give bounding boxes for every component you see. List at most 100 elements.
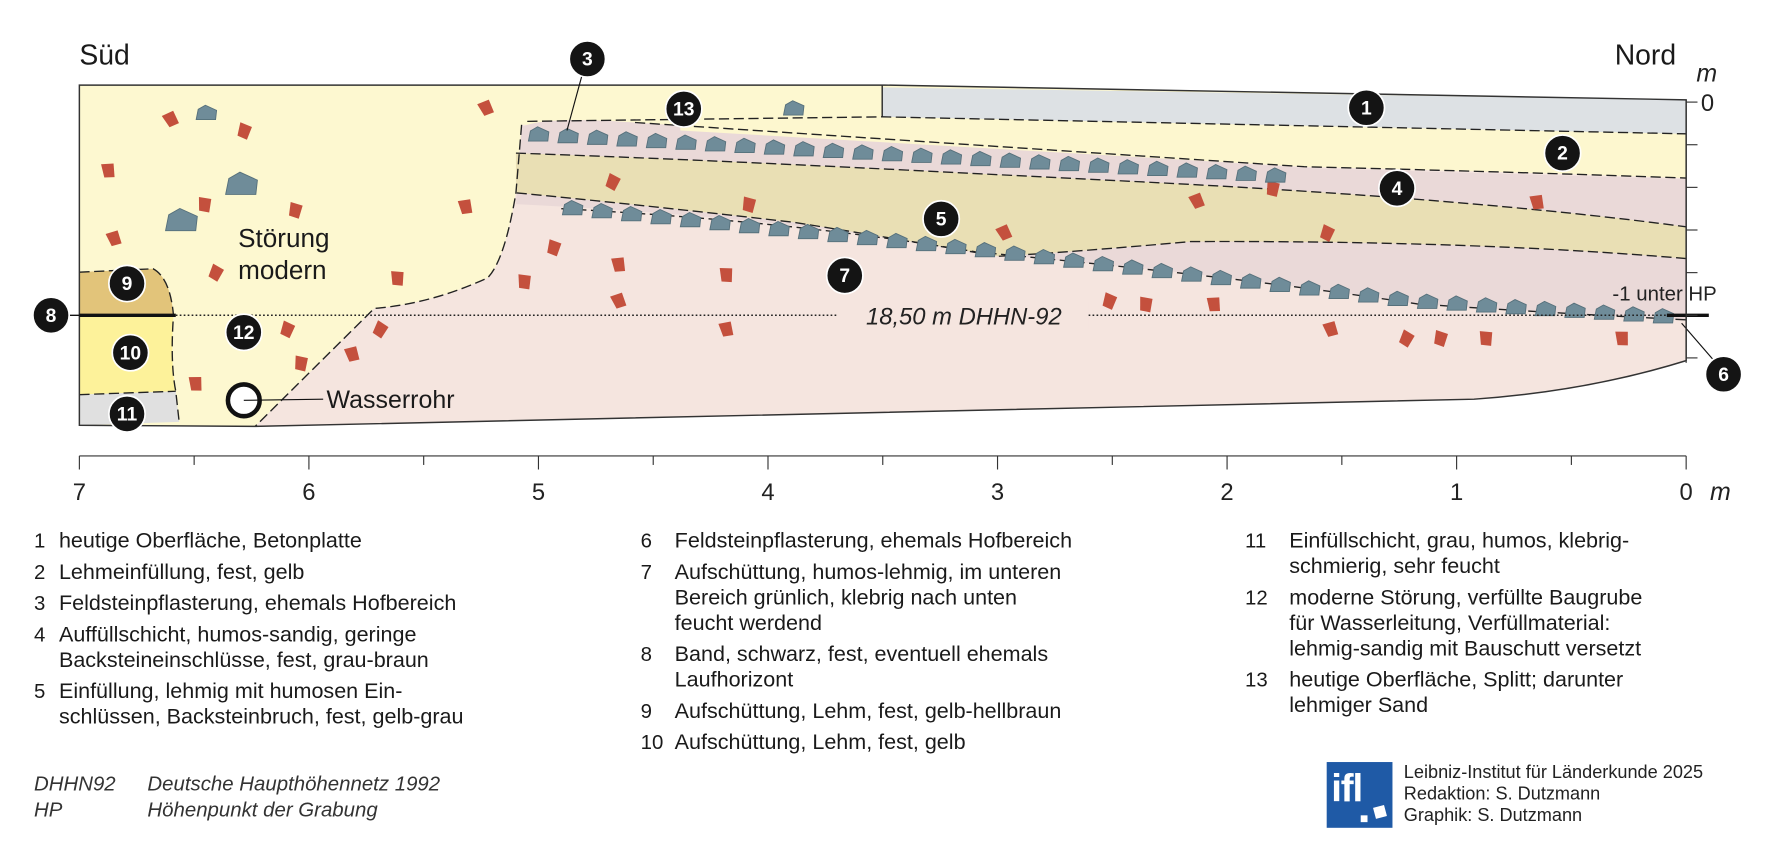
stone — [1117, 159, 1139, 175]
legend-text: Backsteineinschlüsse, fest, grau-braun — [59, 648, 429, 672]
abbreviation: HP — [34, 799, 63, 821]
badge-number: 13 — [673, 100, 695, 121]
legend-number: 7 — [641, 562, 652, 584]
credits: ifl Leibniz-Institut für Länderkunde 202… — [1326, 762, 1703, 828]
badge-number: 5 — [936, 210, 947, 231]
legend-text: Einfüllschicht, grau, humos, klebrig- — [1289, 529, 1629, 553]
layer-2-bottom-boundary — [634, 121, 1687, 179]
layer-badge-12: 12 — [224, 313, 263, 352]
legend-number: 11 — [1245, 531, 1266, 553]
badge-number: 2 — [1557, 144, 1568, 165]
legend-text: Aufschüttung, humos-lehmig, im unteren — [675, 560, 1062, 584]
legend-item-8: 8 Band, schwarz, fest, eventuell ehemalsL… — [641, 642, 1048, 692]
layer-5-fill — [515, 153, 1687, 259]
legend-number: 12 — [1245, 587, 1268, 609]
stone — [1387, 290, 1409, 306]
layer-badge-4: 4 — [1378, 169, 1416, 208]
legend-number: 13 — [1245, 670, 1268, 692]
brick-fragment — [518, 274, 531, 290]
abbreviation-text: Deutsche Haupthöhennetz 1992 — [147, 773, 440, 795]
brick-fragment — [343, 346, 360, 362]
legend-text: moderne Störung, verfüllte Baugrube — [1289, 585, 1642, 609]
brick-fragment — [547, 239, 562, 257]
brick-fragment — [457, 199, 473, 215]
brick-fragment — [280, 320, 296, 339]
stone — [852, 144, 874, 160]
legend-item-11: 11 Einfüllschicht, grau, humos, klebrig-s… — [1245, 529, 1629, 579]
stone — [1181, 266, 1203, 282]
distance-tick-label: 5 — [532, 479, 545, 506]
legend: 1 heutige Oberfläche, Betonplatte 2 Lehmein… — [34, 529, 1642, 754]
stone — [763, 139, 786, 155]
badge-number: 1 — [1361, 98, 1372, 119]
brick-fragment — [1434, 330, 1448, 347]
stone — [793, 141, 815, 157]
brick-fragment — [477, 99, 494, 116]
layer-badge-7: 7 — [825, 256, 864, 295]
stone — [1235, 165, 1257, 181]
layer-1-fill — [882, 87, 1687, 134]
stone — [827, 226, 849, 243]
stone — [591, 202, 613, 219]
layer-badge-1: 1 — [1347, 88, 1386, 127]
stone — [645, 132, 668, 149]
legend-text: heutige Oberfläche, Betonplatte — [59, 529, 362, 553]
stone — [650, 208, 672, 225]
brick-fragment — [295, 355, 308, 372]
stone — [1298, 280, 1321, 296]
brick-fragment — [1615, 331, 1628, 346]
legend-item-2: 2 Lehmeinfüllung, fest, gelb — [34, 560, 304, 584]
stone — [165, 207, 198, 232]
credit-line-2: Redaktion: S. Dutzmann — [1404, 783, 1600, 803]
brick-fragment — [605, 172, 621, 191]
legend-item-3: 3 Feldsteinpflasterung, ehemals Hofbereic… — [34, 591, 456, 615]
legend-number: 2 — [34, 562, 45, 584]
legend-text: Laufhorizont — [675, 668, 794, 692]
stone — [1176, 162, 1198, 178]
legend-number: 4 — [34, 624, 45, 646]
brick-fragment — [742, 196, 757, 213]
legend-text: Aufschüttung, Lehm, fest, gelb-hellbraun — [675, 699, 1062, 723]
stone — [1063, 252, 1085, 268]
stone — [1058, 155, 1080, 172]
stone — [1033, 248, 1056, 265]
layer-2-fill — [680, 116, 1687, 179]
disturbance-label-1: Störung — [238, 223, 329, 253]
stone — [616, 131, 638, 147]
stone — [1564, 302, 1586, 318]
stone — [734, 137, 756, 154]
stone — [738, 217, 761, 234]
legend-number: 10 — [641, 732, 664, 754]
stone — [1534, 300, 1557, 317]
distance-tick-label: 3 — [991, 479, 1004, 506]
distance-axis-unit: m — [1710, 478, 1731, 506]
legend-text: Feldsteinpflasterung, ehemals Hofbereich — [675, 529, 1072, 553]
stone — [856, 229, 879, 246]
distance-tick-label: 7 — [73, 479, 86, 506]
stone — [557, 127, 579, 144]
depth-axis-unit: m — [1696, 60, 1717, 88]
legend-item-6: 6 Feldsteinpflasterung, ehemals Hofbereic… — [641, 529, 1072, 553]
stone — [970, 150, 992, 167]
svg-text:ifl: ifl — [1331, 768, 1362, 811]
distance-tick-label: 6 — [302, 479, 315, 506]
stone — [709, 214, 731, 231]
distance-tick-label: 0 — [1680, 479, 1693, 506]
brick-fragment — [1479, 331, 1493, 346]
legend-text: Aufschüttung, Lehm, fest, gelb — [675, 730, 966, 754]
stone — [945, 238, 967, 255]
brick-fragment — [161, 110, 179, 128]
stone-pavements — [165, 100, 1675, 324]
stone — [1416, 293, 1439, 309]
legend-text: heutige Oberfläche, Splitt; darunter — [1289, 668, 1623, 692]
abbreviation-text: Höhenpunkt der Grabung — [147, 799, 378, 821]
layer-badge-5: 5 — [922, 199, 961, 238]
legend-text: Lehmeinfüllung, fest, gelb — [59, 560, 304, 584]
legend-item-9: 9 Aufschüttung, Lehm, fest, gelb-hellbrau… — [641, 699, 1062, 723]
legend-text: für Wasserleitung, Verfüllmaterial: — [1289, 611, 1610, 635]
layer-badge-13: 13 — [664, 89, 703, 128]
legend-text: lehmiger Sand — [1289, 693, 1428, 717]
brick-fragment — [1399, 329, 1415, 348]
brick-fragment — [1188, 192, 1205, 209]
